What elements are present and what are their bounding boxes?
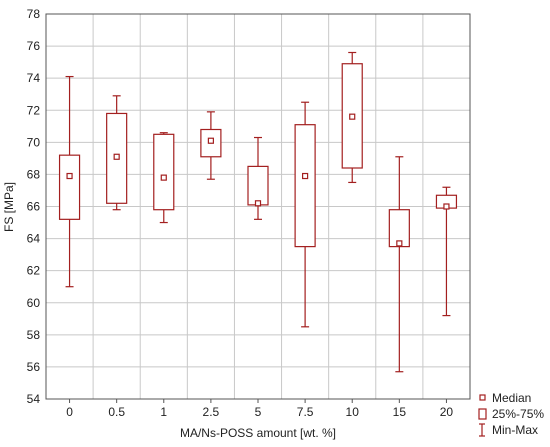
- axes: [45, 13, 471, 403]
- median-marker: [66, 172, 73, 180]
- y-tick-label: 58: [27, 328, 41, 342]
- x-tick-label: 5: [255, 405, 262, 419]
- tick-labels: 54 56 58 60 62 64 66 68 70 72 74 76 78 0 0.5 1 2.5 5 7.5 10…: [27, 7, 454, 419]
- legend-minmax-label: Min-Max: [492, 423, 538, 437]
- median-marker: [443, 203, 450, 210]
- x-tick-label: 10: [346, 405, 360, 419]
- median-marker: [207, 137, 214, 144]
- median-marker: [302, 172, 309, 180]
- y-tick-label: 78: [27, 7, 41, 21]
- x-tick-label: 7.5: [297, 405, 314, 419]
- median-marker: [113, 153, 120, 160]
- iqr-box: [58, 154, 81, 220]
- y-tick-label: 62: [27, 264, 41, 278]
- legend-iqr-icon: [478, 408, 487, 420]
- iqr-box: [247, 165, 269, 206]
- y-tick-label: 66: [27, 200, 41, 214]
- x-axis-title: MA/Ns-POSS amount [wt. %]: [180, 426, 336, 440]
- x-tick-label: 20: [440, 405, 454, 419]
- y-tick-label: 70: [27, 135, 41, 149]
- y-tick-label: 76: [27, 39, 41, 53]
- legend-iqr-label: 25%-75%: [492, 407, 544, 421]
- y-tick-label: 68: [27, 167, 41, 181]
- y-tick-label: 54: [27, 392, 41, 406]
- x-tick-label: 0: [66, 405, 73, 419]
- boxes: [58, 51, 458, 373]
- legend: Median 25%-75% Min-Max: [478, 391, 544, 437]
- median-marker: [254, 200, 262, 207]
- median-marker: [160, 174, 167, 181]
- x-tick-label: 1: [160, 405, 167, 419]
- iqr-box: [153, 133, 175, 211]
- y-tick-label: 60: [27, 296, 41, 310]
- y-tick-label: 56: [27, 360, 41, 374]
- x-tick-label: 15: [393, 405, 407, 419]
- legend-median-label: Median: [492, 391, 531, 405]
- y-axis-title: FS [MPa]: [2, 182, 16, 232]
- legend-minmax-icon: [479, 423, 485, 437]
- median-marker: [349, 113, 356, 120]
- y-tick-label: 64: [27, 232, 41, 246]
- iqr-box: [294, 124, 316, 248]
- median-marker: [396, 240, 403, 247]
- x-tick-label: 2.5: [203, 405, 220, 419]
- x-tick-label: 0.5: [108, 405, 125, 419]
- y-tick-label: 74: [27, 71, 41, 85]
- legend-median-icon: [479, 394, 486, 401]
- y-tick-label: 72: [27, 103, 41, 117]
- iqr-box: [388, 209, 410, 248]
